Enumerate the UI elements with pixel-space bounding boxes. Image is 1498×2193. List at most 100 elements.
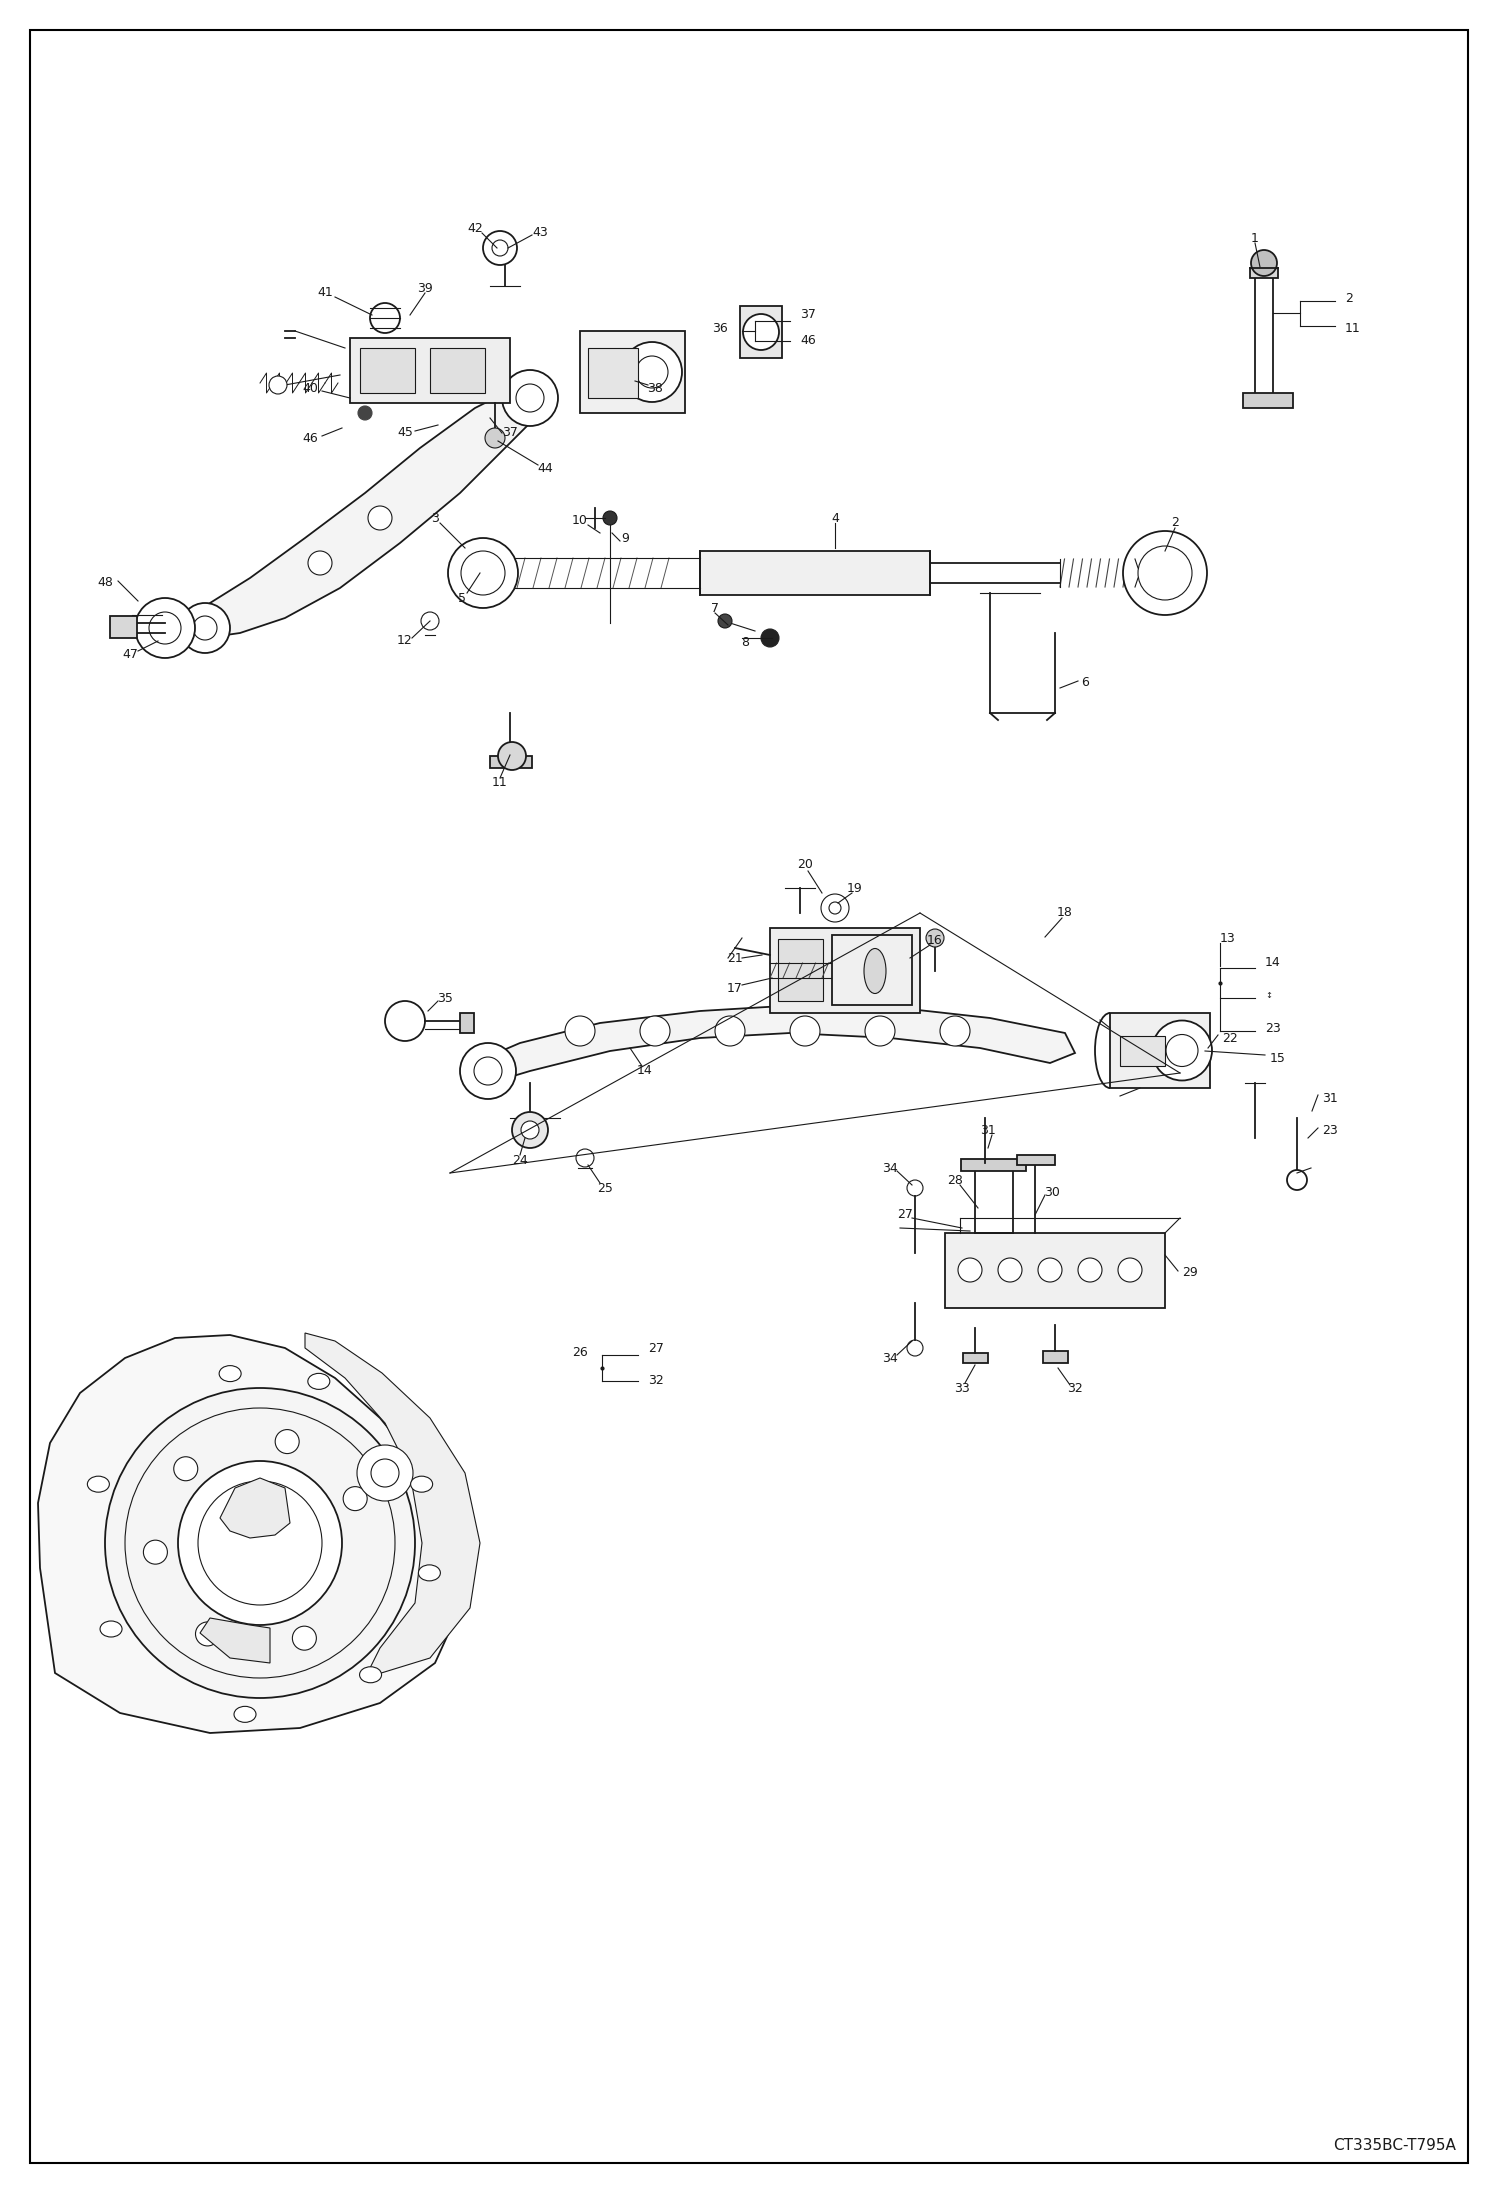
Text: ↕: ↕ [1264,991,1272,1000]
Text: 28: 28 [947,1175,963,1186]
Circle shape [292,1627,316,1649]
Circle shape [485,428,505,447]
Circle shape [180,603,231,654]
Circle shape [521,1121,539,1138]
Circle shape [959,1259,983,1283]
Circle shape [370,303,400,333]
Circle shape [640,1015,670,1046]
Bar [777,939,822,1000]
Circle shape [941,1015,971,1046]
Circle shape [1287,1171,1306,1191]
Circle shape [1038,1259,1062,1283]
Text: 34: 34 [882,1162,897,1175]
Ellipse shape [87,1476,109,1491]
Text: 46: 46 [303,432,318,445]
Circle shape [715,1015,745,1046]
Circle shape [461,550,505,594]
Text: 43: 43 [532,226,548,239]
Bar [831,934,912,1004]
Bar [1249,268,1278,279]
Circle shape [761,629,779,647]
Text: 45: 45 [397,425,413,439]
Text: 38: 38 [647,382,664,395]
Polygon shape [184,386,548,638]
Text: 35: 35 [437,991,452,1004]
Text: 15: 15 [1270,1050,1285,1064]
Text: 46: 46 [800,336,816,346]
Bar [962,1158,1026,1171]
Circle shape [193,616,217,640]
Text: 11: 11 [1345,322,1360,336]
Bar [1243,393,1293,408]
Text: 9: 9 [622,531,629,544]
Circle shape [515,384,544,412]
Text: 11: 11 [493,776,508,789]
Circle shape [343,1487,367,1511]
Bar [700,550,930,594]
Text: 33: 33 [954,1382,969,1395]
Ellipse shape [418,1566,440,1581]
Circle shape [372,1458,398,1487]
Bar [360,349,415,393]
Ellipse shape [410,1476,433,1491]
Text: 18: 18 [1058,906,1073,919]
Text: 14: 14 [1264,956,1281,969]
Circle shape [577,1149,595,1167]
Circle shape [369,507,392,531]
Circle shape [906,1180,923,1195]
Text: 32: 32 [1067,1382,1083,1395]
Text: 20: 20 [797,857,813,871]
Text: 6: 6 [1082,675,1089,689]
Text: 26: 26 [572,1347,589,1360]
Ellipse shape [100,1621,121,1636]
Circle shape [1138,546,1192,601]
Text: 14: 14 [637,1064,653,1077]
Text: 27: 27 [897,1208,912,1222]
Text: 23: 23 [1264,1022,1281,1035]
Polygon shape [37,1336,460,1732]
Circle shape [864,1015,894,1046]
Circle shape [448,537,518,607]
Text: 29: 29 [1182,1268,1198,1279]
Text: 7: 7 [712,601,719,614]
Bar [580,331,685,412]
Circle shape [491,239,508,257]
Circle shape [196,1623,220,1647]
Bar [963,1353,989,1364]
Circle shape [178,1461,342,1625]
Ellipse shape [234,1706,256,1722]
Circle shape [821,895,849,921]
Circle shape [358,406,372,421]
Text: 12: 12 [397,634,413,647]
Text: 30: 30 [1044,1186,1061,1200]
Text: CT335BC-T795A: CT335BC-T795A [1333,2138,1456,2154]
Circle shape [309,550,333,575]
Bar [1110,1013,1210,1088]
Ellipse shape [864,950,885,993]
Circle shape [276,1430,300,1454]
Circle shape [565,1015,595,1046]
Text: 13: 13 [1219,932,1236,945]
Circle shape [144,1539,168,1564]
Circle shape [1079,1259,1103,1283]
Circle shape [637,355,668,388]
Text: 41: 41 [318,287,333,300]
Circle shape [148,612,181,645]
Circle shape [497,741,526,770]
Text: 27: 27 [649,1342,664,1355]
Bar [460,1013,473,1033]
Bar [430,349,485,393]
Text: 19: 19 [848,882,863,895]
Bar [1017,1156,1055,1164]
Circle shape [622,342,682,401]
Bar [770,928,920,1013]
Text: 32: 32 [649,1375,664,1388]
Circle shape [482,230,517,265]
Text: 48: 48 [97,577,112,590]
Text: 5: 5 [458,592,466,605]
Ellipse shape [360,1667,382,1682]
Text: 36: 36 [712,322,728,336]
Bar [945,1232,1165,1307]
Text: 44: 44 [538,461,553,474]
Circle shape [1124,531,1207,614]
